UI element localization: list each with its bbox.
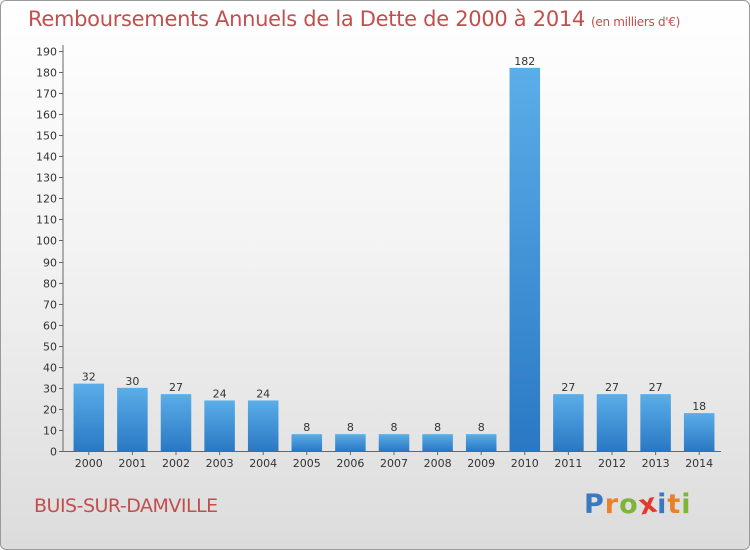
- bar: [73, 383, 105, 451]
- x-tick-label: 2010: [511, 457, 539, 470]
- bar: [160, 394, 192, 451]
- data-labels: 32 30 27 24 24 8 8 8 8 8 182 27 27 27 18: [82, 55, 706, 434]
- data-label: 27: [169, 381, 183, 394]
- data-label: 8: [303, 421, 310, 434]
- data-label: 24: [213, 387, 227, 400]
- x-tick-label: 2008: [424, 457, 452, 470]
- x-tick-label: 2006: [336, 457, 364, 470]
- bar: [378, 434, 410, 451]
- y-tick-label: 20: [43, 404, 57, 417]
- x-tick-label: 2000: [75, 457, 103, 470]
- y-tick-label: 30: [43, 383, 57, 396]
- data-label: 27: [605, 381, 619, 394]
- y-tick-label: 80: [43, 278, 57, 291]
- bar: [683, 413, 715, 451]
- y-axis: 0 10 20 30 40 50 60 70 80 90 100 110 120 130 140 150 160…: [36, 45, 64, 459]
- x-tick-label: 2009: [467, 457, 495, 470]
- bar: [640, 394, 671, 451]
- x-axis: 2000 2001 2002 2003 2004 2005 2006 2007 2008 2009…: [63, 451, 721, 470]
- y-tick-label: 90: [43, 257, 57, 270]
- bars: [73, 67, 715, 451]
- logo-letter: o: [619, 489, 639, 520]
- x-tick-label: 2002: [162, 457, 190, 470]
- y-tick-label: 140: [36, 151, 57, 164]
- x-tick-label: 2007: [380, 457, 408, 470]
- proxiti-logo: Proxiti: [584, 487, 692, 521]
- logo-letter: P: [584, 489, 605, 520]
- data-label: 8: [478, 421, 485, 434]
- data-label: 8: [434, 421, 441, 434]
- data-label: 27: [561, 381, 575, 394]
- data-label: 30: [125, 375, 139, 388]
- data-label: 27: [649, 381, 663, 394]
- bar: [596, 394, 628, 451]
- x-tick-label: 2014: [685, 457, 713, 470]
- y-tick-label: 50: [43, 341, 57, 354]
- data-label: 8: [391, 421, 398, 434]
- chart-title-text: Remboursements Annuels de la Dette de 20…: [28, 7, 585, 31]
- y-tick-label: 60: [43, 320, 57, 333]
- chart-subtitle: (en milliers d'€): [591, 15, 681, 29]
- bar: [117, 387, 148, 451]
- y-tick-label: 0: [50, 446, 57, 459]
- x-tick-label: 2012: [598, 457, 626, 470]
- y-tick-label: 130: [36, 172, 57, 185]
- x-tick-label: 2013: [642, 457, 670, 470]
- y-tick-label: 120: [36, 193, 57, 206]
- logo-letter: i: [657, 489, 668, 520]
- logo-letter: i: [681, 489, 692, 520]
- y-tick-label: 160: [36, 109, 57, 122]
- data-label: 8: [347, 421, 354, 434]
- logo-letter: r: [604, 489, 620, 520]
- y-tick-label: 170: [36, 88, 57, 101]
- bar: [422, 434, 453, 451]
- bar: [465, 434, 497, 451]
- x-tick-label: 2011: [554, 457, 582, 470]
- x-tick-label: 2003: [206, 457, 234, 470]
- commune-name: BUIS-SUR-DAMVILLE: [34, 495, 218, 517]
- bar: [291, 434, 323, 451]
- bar: [204, 400, 235, 451]
- data-label: 32: [82, 371, 96, 384]
- y-tick-label: 180: [36, 67, 57, 80]
- y-tick-label: 110: [36, 214, 57, 227]
- y-tick-label: 100: [36, 235, 57, 248]
- data-label: 24: [256, 387, 270, 400]
- bar: [247, 400, 279, 451]
- y-tick-label: 150: [36, 130, 57, 143]
- chart-title: Remboursements Annuels de la Dette de 20…: [28, 7, 680, 31]
- x-tick-label: 2005: [293, 457, 321, 470]
- bar: [553, 394, 584, 451]
- bar: [509, 67, 541, 451]
- y-tick-label: 70: [43, 299, 57, 312]
- bar: [335, 434, 366, 451]
- y-tick-label: 40: [43, 362, 57, 375]
- y-tick-label: 10: [43, 425, 57, 438]
- x-tick-label: 2004: [249, 457, 277, 470]
- logo-letter: t: [667, 489, 682, 520]
- x-tick-label: 2001: [118, 457, 146, 470]
- data-label: 182: [514, 55, 535, 68]
- y-tick-label: 190: [36, 46, 57, 59]
- data-label: 18: [692, 400, 706, 413]
